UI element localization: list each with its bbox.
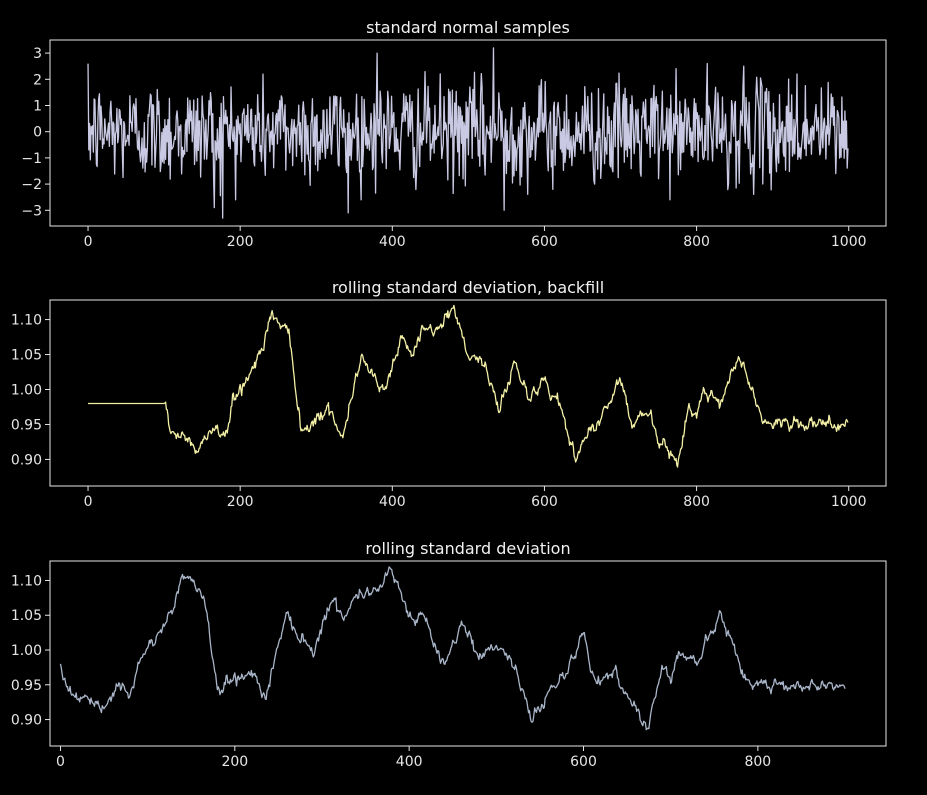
chart-rolling-std-backfill: rolling standard deviation, backfill 0 200… — [11, 278, 887, 510]
x-tick-label: 800 — [683, 494, 710, 510]
y-tick-label: 0.90 — [11, 452, 42, 468]
x-tick-label: 400 — [379, 234, 406, 250]
x-tick-label: 0 — [84, 494, 93, 510]
y-tick-label: 3 — [33, 46, 42, 62]
y-tick-label: 1.10 — [11, 313, 42, 329]
y-tick-label: 1 — [33, 98, 42, 114]
y-tick-label: −2 — [21, 177, 42, 193]
x-tick-label: 0 — [56, 754, 65, 770]
y-tick-label: −3 — [21, 203, 42, 219]
y-tick-label: 0.95 — [11, 678, 42, 694]
y-tick-label: 2 — [33, 72, 42, 88]
plot-area — [49, 299, 887, 487]
y-tick-label: 1.10 — [11, 573, 42, 589]
series-line — [87, 47, 849, 219]
chart-samples: standard normal samples 0 200 400 600 800 1000… — [21, 18, 887, 250]
x-tick-label: 200 — [227, 494, 254, 510]
plot-area — [49, 560, 887, 747]
chart-title: rolling standard deviation, backfill — [332, 278, 604, 297]
x-tick-label: 400 — [379, 494, 406, 510]
x-tick-label: 800 — [683, 234, 710, 250]
y-tick-label: 0.95 — [11, 417, 42, 433]
y-tick-label: 1.00 — [11, 643, 42, 659]
x-tick-label: 0 — [84, 234, 93, 250]
x-tick-label: 200 — [227, 234, 254, 250]
x-tick-label: 200 — [221, 754, 248, 770]
x-tick-label: 1000 — [831, 234, 867, 250]
y-tick-label: 1.05 — [11, 348, 42, 364]
x-tick-label: 400 — [396, 754, 423, 770]
x-tick-label: 600 — [531, 234, 558, 250]
y-tick-label: 0.90 — [11, 713, 42, 729]
y-tick-label: 1.05 — [11, 608, 42, 624]
y-tick-label: 0 — [33, 125, 42, 141]
x-tick-label: 1000 — [831, 494, 867, 510]
x-tick-label: 600 — [570, 754, 597, 770]
chart-rolling-std: rolling standard deviation 0 200 400 600 800 0… — [11, 539, 887, 770]
x-tick-label: 800 — [744, 754, 771, 770]
series-line — [88, 304, 849, 468]
chart-title: rolling standard deviation — [365, 539, 570, 558]
series-line — [59, 566, 846, 731]
y-tick-label: −1 — [21, 151, 42, 167]
x-tick-label: 600 — [531, 494, 558, 510]
y-tick-label: 1.00 — [11, 383, 42, 399]
chart-title: standard normal samples — [366, 18, 570, 37]
